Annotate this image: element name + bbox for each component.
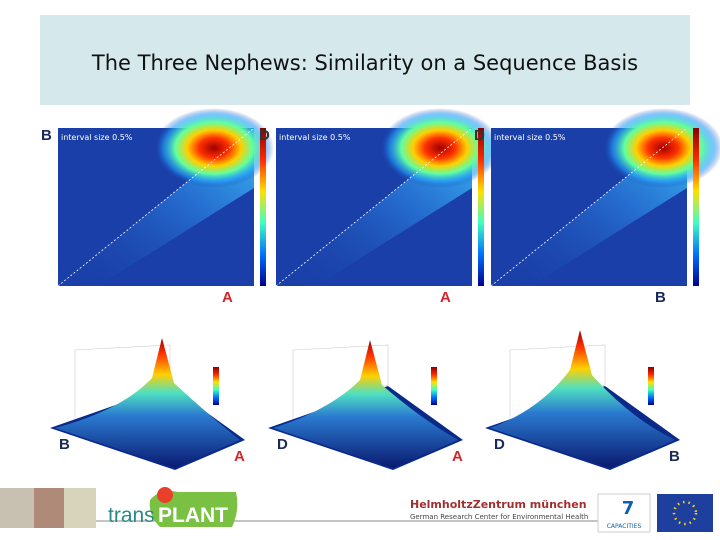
heatmap-hotspot [603,108,720,188]
photo [0,488,34,528]
axis-letter: D [259,127,270,144]
logo-text: trans [108,504,155,527]
axis-letter: A [222,289,233,306]
axis-letter: D [474,127,485,144]
axis-letter: B [669,448,680,465]
logo-text: PLANT [158,504,228,527]
photo [34,488,64,528]
axis-letter: B [41,127,52,144]
footer: trans PLANT HelmholtzZentrum münchen Ger… [0,487,713,533]
title-box [40,15,690,105]
colorbar [478,128,484,286]
axis-letter: D [277,436,288,453]
diagonal [57,127,255,287]
colorbar [693,128,699,286]
colorbar [431,367,437,405]
diagonal [490,127,688,287]
axis-letter: B [655,289,666,306]
logo-shape [149,491,238,527]
fp7-logo [597,493,651,533]
interval-label: interval size 0.5% [494,133,566,142]
interval-label: interval size 0.5% [279,133,351,142]
axis-letter: B [59,436,70,453]
axis-letter: D [494,436,505,453]
eu-flag [657,494,713,532]
surface-peak [273,340,458,468]
diagonal [275,127,473,287]
eu-stars [672,500,698,526]
logo-shape [157,487,173,503]
institute-subtitle: German Research Center for Environmental… [410,513,588,521]
institute-name: HelmholtzZentrum münchen [410,498,587,511]
axis-wall [292,344,389,421]
axis-letter: A [234,448,245,465]
photo [64,488,96,528]
axis-letter: A [440,289,451,306]
program-name: CAPACITIES [607,523,642,530]
axis-wall [509,344,606,421]
colorbar [213,367,219,405]
axis-letter: A [452,448,463,465]
heatmap-hotspot [380,108,500,188]
colorbar [648,367,654,405]
heatmap-hotspot [154,108,274,188]
surface-peak [490,330,675,468]
slide-title: The Three Nephews: Similarity on a Seque… [91,51,638,75]
surface-peak [55,338,240,468]
fp7-mark: 7 [622,498,635,519]
interval-label: interval size 0.5% [61,133,133,142]
colorbar [260,128,266,286]
